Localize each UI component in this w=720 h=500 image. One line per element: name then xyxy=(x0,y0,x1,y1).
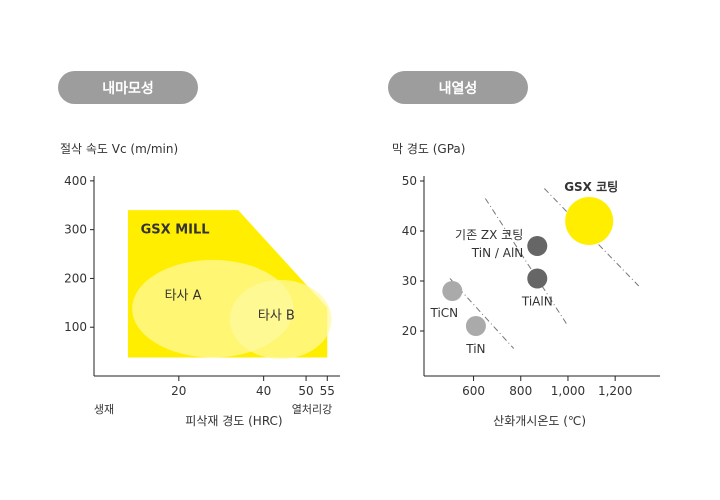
left-x-end-label-hardened: 열처리강 xyxy=(292,403,332,416)
point-label-gsx: GSX 코팅 xyxy=(564,179,618,194)
region-competitor-b xyxy=(229,279,332,359)
region-label-competitor-b: 타사 B xyxy=(258,309,295,324)
point-label-tin: TiN xyxy=(465,342,485,356)
annotation-existing-zx: 기존 ZX 코팅 xyxy=(455,228,523,242)
right-x-tick-label: 800 xyxy=(509,384,532,398)
point-tin-aln xyxy=(527,236,548,256)
point-label-ticn: TiCN xyxy=(429,306,458,320)
left-y-tick-label: 400 xyxy=(64,174,87,188)
point-label-tialn: TiAlN xyxy=(521,295,553,309)
section-title-wear-resistance: 내마모성 xyxy=(58,71,198,104)
section-title-heat-resistance: 내열성 xyxy=(388,71,528,104)
left-x-axis-label: 피삭재 경도 (HRC) xyxy=(185,414,282,428)
point-ticn xyxy=(442,281,463,301)
left-y-axis-label: 절삭 속도 Vc (m/min) xyxy=(60,142,178,156)
right-x-tick-label: 1,200 xyxy=(598,384,632,398)
left-x-tick-label: 20 xyxy=(171,384,186,398)
left-x-end-label-raw: 생재 xyxy=(94,403,114,416)
left-y-tick-label: 100 xyxy=(64,320,87,334)
left-x-tick-label: 50 xyxy=(298,384,313,398)
right-y-axis-label: 막 경도 (GPa) xyxy=(392,142,465,156)
region-label-gsx-mill: GSX MILL xyxy=(141,223,210,238)
left-x-tick-label: 40 xyxy=(256,384,271,398)
right-x-tick-label: 600 xyxy=(462,384,485,398)
point-tialn xyxy=(527,268,548,289)
right-y-tick-label: 20 xyxy=(402,324,417,338)
right-x-axis-label: 산화개시온도 (℃) xyxy=(493,414,586,428)
right-x-tick-label: 1,000 xyxy=(551,384,585,398)
left-y-tick-label: 300 xyxy=(64,223,87,237)
right-y-tick-label: 40 xyxy=(402,224,417,238)
left-y-tick-label: 200 xyxy=(64,271,87,285)
left-x-tick-label: 55 xyxy=(320,384,335,398)
trend-line xyxy=(484,198,569,327)
point-tin xyxy=(465,316,486,336)
right-y-tick-label: 30 xyxy=(402,274,417,288)
point-gsx xyxy=(565,197,614,245)
right-y-tick-label: 50 xyxy=(402,174,417,188)
point-label-tin-aln: TiN / AlN xyxy=(471,246,523,260)
region-label-competitor-a: 타사 A xyxy=(165,289,202,304)
